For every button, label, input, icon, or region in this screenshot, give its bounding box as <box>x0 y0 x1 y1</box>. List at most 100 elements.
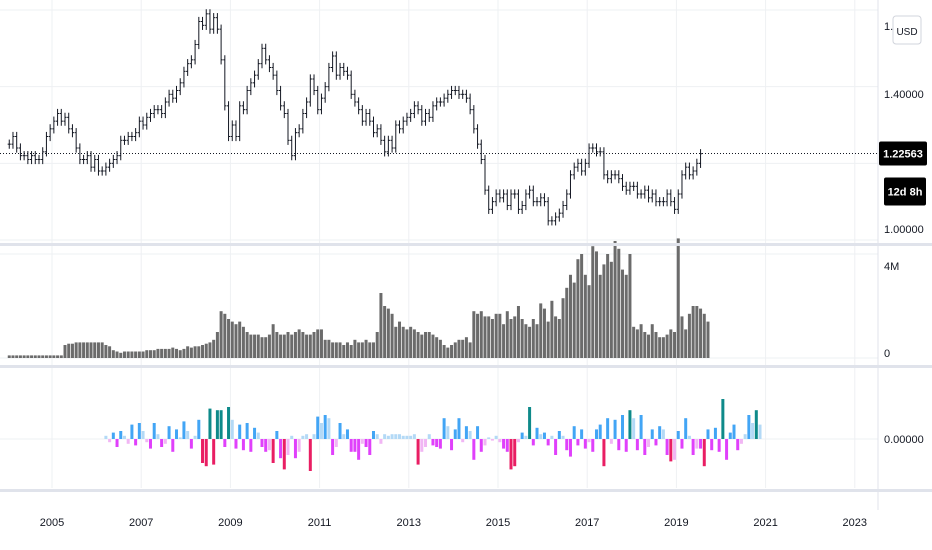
oscillator-bar <box>186 431 190 439</box>
volume-bar <box>48 355 52 358</box>
volume-bar <box>427 332 431 358</box>
oscillator-bar <box>609 439 613 444</box>
volume-bar <box>308 334 312 358</box>
volume-axis[interactable]: 4M 0 <box>884 261 899 360</box>
volume-bar <box>327 339 331 358</box>
volume-bar <box>215 332 219 358</box>
time-tick-label: 2011 <box>308 517 332 529</box>
volume-bar <box>353 339 357 358</box>
volume-bar <box>189 347 193 358</box>
oscillator-bar <box>539 434 543 439</box>
volume-bar <box>687 313 691 358</box>
oscillator-bar <box>754 410 758 439</box>
volume-bar <box>67 343 71 358</box>
volume-bar <box>379 293 383 358</box>
volume-bar <box>621 269 625 358</box>
oscillator-bar <box>739 439 743 444</box>
volume-bar <box>416 332 420 358</box>
volume-bar <box>167 348 171 358</box>
volume-bar <box>516 306 520 358</box>
currency-button-frame[interactable] <box>892 15 922 45</box>
volume-bar <box>156 348 160 358</box>
countdown-box <box>884 177 926 206</box>
volume-bar <box>450 345 454 358</box>
price-axis[interactable]: 1. 1.40000 1.00000 <box>884 21 924 236</box>
oscillator-bar <box>104 435 108 439</box>
oscillator-bar <box>650 429 654 439</box>
volume-bar <box>119 352 123 358</box>
volume-bar <box>539 303 543 358</box>
oscillator-bar <box>267 439 271 451</box>
volume-pane[interactable] <box>7 238 710 358</box>
volume-bar <box>487 316 491 358</box>
volume-tick-label: 0 <box>884 348 890 360</box>
oscillator-bar <box>673 439 677 460</box>
currency-button[interactable]: USD <box>892 15 922 45</box>
volume-bar <box>223 313 227 358</box>
oscillator-bar <box>390 434 394 439</box>
volume-bar <box>227 319 231 358</box>
oscillator-bar <box>323 415 327 439</box>
oscillator-pane[interactable] <box>104 399 762 471</box>
time-tick-label: 2007 <box>129 517 153 529</box>
price-pane[interactable] <box>0 9 878 226</box>
pane-separator[interactable] <box>0 489 932 492</box>
oscillator-bar <box>706 429 710 439</box>
volume-bar <box>85 342 89 358</box>
oscillator-bar <box>189 439 193 449</box>
volume-bar <box>658 337 662 358</box>
oscillator-bar <box>725 439 729 460</box>
oscillator-bar <box>583 439 587 449</box>
oscillator-bar <box>371 431 375 439</box>
volume-bar <box>665 334 669 358</box>
volume-bar <box>145 350 149 358</box>
volume-bar <box>442 345 446 358</box>
volume-bar <box>464 337 468 358</box>
oscillator-bar <box>680 439 684 449</box>
volume-bar <box>357 342 361 358</box>
time-tick-label: 2009 <box>218 517 242 529</box>
oscillator-bar <box>353 439 357 452</box>
volume-bar <box>323 339 327 358</box>
oscillator-axis[interactable]: 0.00000 <box>884 434 924 446</box>
oscillator-bar <box>230 419 234 439</box>
oscillator-bar <box>427 434 431 439</box>
pane-separator[interactable] <box>0 243 932 246</box>
pane-separators[interactable] <box>0 0 932 510</box>
oscillator-bar <box>134 439 138 446</box>
oscillator-bar <box>464 426 468 439</box>
volume-bar <box>520 319 524 358</box>
volume-bar <box>673 332 677 358</box>
volume-bar <box>33 355 37 358</box>
volume-bar <box>100 342 104 358</box>
volume-bar <box>78 342 82 358</box>
volume-bar <box>134 351 138 358</box>
volume-bar <box>476 313 480 358</box>
volume-bar <box>59 355 63 358</box>
oscillator-bar <box>457 418 461 439</box>
oscillator-bar <box>260 439 264 447</box>
volume-bar <box>148 350 152 358</box>
volume-bar <box>301 332 305 358</box>
oscillator-bar <box>115 439 119 447</box>
pane-separator[interactable] <box>0 365 932 368</box>
volume-bar <box>461 339 465 358</box>
oscillator-bar <box>271 439 275 463</box>
volume-bar <box>256 334 260 358</box>
oscillator-bar <box>505 439 509 452</box>
time-tick-label: 2017 <box>575 517 599 529</box>
volume-bar <box>702 313 706 358</box>
oscillator-bar <box>264 439 268 452</box>
oscillator-bar <box>163 439 167 444</box>
volume-bar <box>405 329 409 358</box>
currency-button-label[interactable]: USD <box>896 27 917 38</box>
volume-bar <box>245 332 249 358</box>
oscillator-bar <box>212 439 216 465</box>
oscillator-bar <box>438 439 442 449</box>
time-axis[interactable]: 2005 2007 2009 2011 2013 2015 2017 2019 2021 2023 <box>40 517 867 529</box>
last-price-box <box>879 141 927 166</box>
volume-bar <box>647 334 651 358</box>
oscillator-bar <box>568 439 572 457</box>
oscillator-bar <box>111 432 115 439</box>
